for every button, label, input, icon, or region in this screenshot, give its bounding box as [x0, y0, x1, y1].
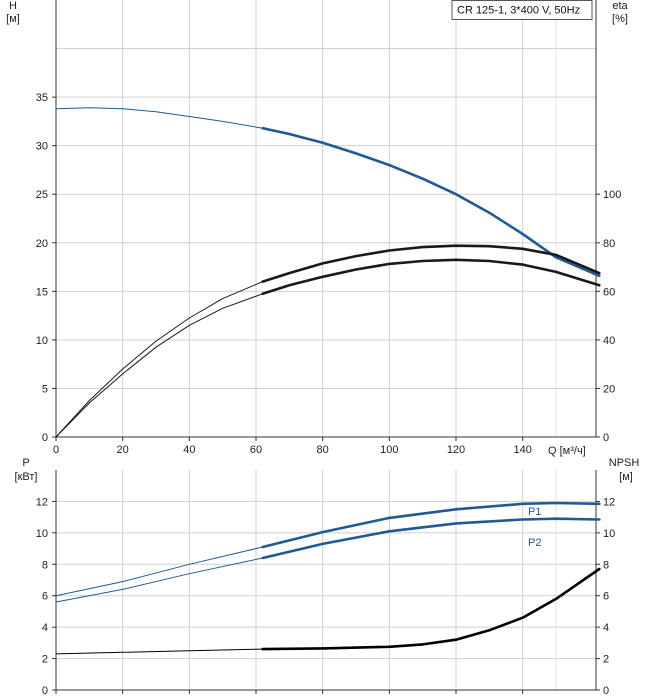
y-axis-label-power: P	[22, 457, 29, 469]
y-tick-label-left: 2	[42, 654, 48, 666]
x-tick-label: 60	[250, 444, 262, 456]
y-tick-label-right: 80	[603, 238, 615, 250]
npsh-curve-operating	[261, 567, 601, 651]
y-tick-label-left: 0	[42, 685, 48, 697]
p2-curve-extended	[55, 557, 263, 603]
y-tick-label-left: 6	[42, 591, 48, 603]
y-tick-label-right: 2	[603, 654, 609, 666]
y-axis-unit-eta: [%]	[612, 13, 628, 25]
y-tick-label-right: 100	[603, 189, 621, 201]
x-tick-label: 40	[183, 444, 195, 456]
npsh-curve-extended	[55, 648, 263, 655]
x-tick-label: 120	[447, 444, 465, 456]
series-0-curve-operating	[261, 126, 601, 278]
y-tick-label-left: 4	[42, 622, 48, 634]
y-tick-label-right: 12	[603, 496, 615, 508]
y-tick-label-left: 12	[36, 496, 48, 508]
power-npsh-panel: 0 2 4 6 8 10 12 0 2 4 6 8 10 12	[36, 470, 615, 697]
x-tick-label: 20	[117, 444, 129, 456]
y-axis-label-eta: eta	[612, 0, 628, 12]
y-axis-unit-npsh: [м]	[619, 471, 633, 483]
y-tick-label-right: 8	[603, 559, 609, 571]
y-tick-label-right: 60	[603, 286, 615, 298]
series-1-curve-operating	[261, 258, 601, 296]
x-tick-label: 140	[513, 444, 531, 456]
y-tick-label-right: 40	[603, 335, 615, 347]
series-2-curve-operating	[261, 244, 601, 283]
y-tick-label-right: 0	[603, 685, 609, 697]
y-tick-label-left: 25	[36, 189, 48, 201]
legend: CR 125-1, 3*400 V, 50Hz	[451, 0, 593, 20]
x-tick-label: 80	[317, 444, 329, 456]
legend-label: CR 125-1, 3*400 V, 50Hz	[457, 5, 580, 17]
y-tick-label-left: 10	[36, 335, 48, 347]
y-tick-label-right: 10	[603, 528, 615, 540]
y-axis-unit-head: [м]	[6, 13, 20, 25]
y-tick-label-left: 35	[36, 92, 48, 104]
y-tick-label-right: 6	[603, 591, 609, 603]
y-tick-label-right: 0	[603, 432, 609, 444]
series-1-curve-extended	[55, 293, 263, 438]
y-axis-label-head: H	[9, 0, 17, 12]
p1-curve-operating	[261, 501, 601, 549]
y-axis-label-npsh: NPSH	[609, 457, 640, 469]
series-label-p2: P2	[528, 537, 541, 549]
x-tick-label: 0	[53, 444, 59, 456]
y-tick-label-right: 4	[603, 622, 609, 634]
y-tick-label-left: 15	[36, 286, 48, 298]
y-tick-label-left: 20	[36, 238, 48, 250]
series-label-p1: P1	[528, 506, 541, 518]
y-tick-label-left: 0	[42, 432, 48, 444]
y-tick-label-left: 10	[36, 528, 48, 540]
head-efficiency-panel: 0 5 10 15 20 25 30 35 0 20 40 60 80 100 0 20 40 60 80 100 12…	[36, 0, 621, 456]
y-tick-label-left: 30	[36, 141, 48, 153]
series-0-curve-extended	[55, 107, 263, 129]
p1-curve-extended	[55, 546, 263, 597]
p2-curve-operating	[261, 517, 601, 560]
y-tick-label-right: 20	[603, 383, 615, 395]
series-2-curve-extended	[55, 281, 263, 438]
y-tick-label-left: 8	[42, 559, 48, 571]
legend-box	[451, 0, 593, 20]
y-tick-label-left: 5	[42, 383, 48, 395]
x-axis-label-q: Q [м³/ч]	[548, 445, 586, 457]
y-axis-unit-power: [кВт]	[15, 471, 38, 483]
x-tick-label: 100	[380, 444, 398, 456]
